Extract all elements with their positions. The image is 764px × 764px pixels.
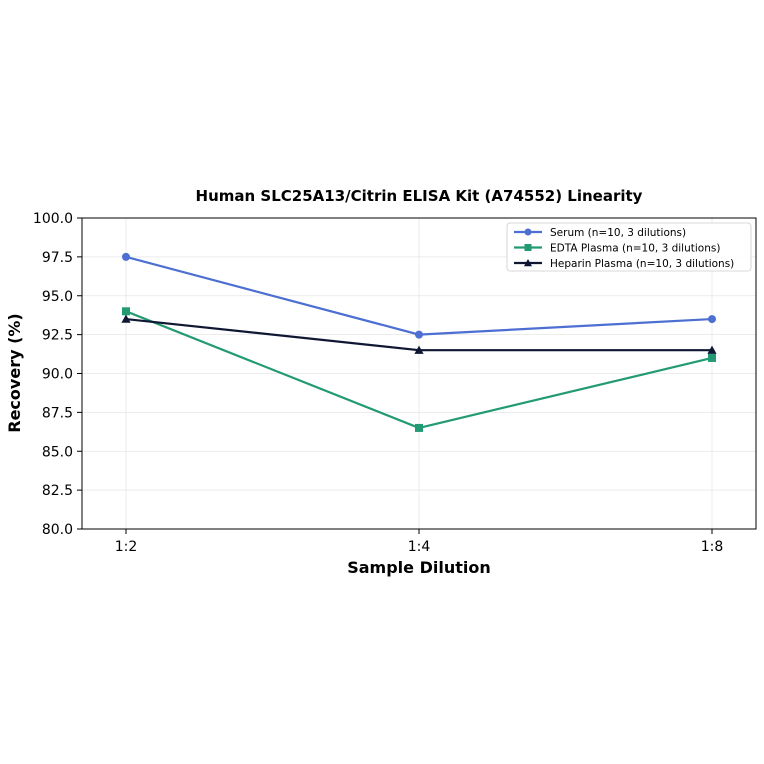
data-point bbox=[708, 353, 716, 362]
series-2 bbox=[122, 307, 716, 432]
y-tick-label: 95.0 bbox=[42, 289, 73, 305]
y-axis: 80.0 82.5 85.0 87.5 90.0 92.5 95.0 97.5 100.0 bbox=[33, 211, 82, 538]
x-tick-label: 1:2 bbox=[115, 539, 138, 555]
legend-marker bbox=[523, 258, 533, 267]
y-tick-label: 100.0 bbox=[33, 211, 73, 227]
data-point bbox=[121, 314, 131, 323]
data-point bbox=[414, 345, 424, 354]
legend-marker bbox=[524, 228, 532, 236]
y-tick-label: 80.0 bbox=[42, 522, 73, 538]
data-point bbox=[122, 307, 130, 316]
data-point bbox=[708, 315, 716, 324]
chart-title: Human SLC25A13/Citrin ELISA Kit (A74552)… bbox=[196, 187, 643, 205]
y-tick-label: 97.5 bbox=[42, 250, 73, 266]
y-tick-label: 90.0 bbox=[42, 367, 73, 383]
y-axis-label: Recovery (%) bbox=[5, 313, 24, 432]
legend-box bbox=[506, 222, 752, 272]
y-tick-label: 92.5 bbox=[42, 328, 73, 344]
legend-item: Serum (n=10, 3 dilutions) bbox=[514, 227, 686, 239]
legend: Serum (n=10, 3 dilutions) EDTA Plasma (n=… bbox=[506, 222, 752, 272]
legend-item: Heparin Plasma (n=10, 3 dilutions) bbox=[514, 258, 734, 270]
data-point bbox=[122, 252, 130, 261]
legend-label: Heparin Plasma (n=10, 3 dilutions) bbox=[550, 258, 734, 270]
series-layer bbox=[121, 252, 717, 432]
series-3 bbox=[121, 314, 717, 354]
y-tick-label: 82.5 bbox=[42, 483, 73, 499]
legend-label: Serum (n=10, 3 dilutions) bbox=[550, 227, 686, 239]
y-tick-label: 85.0 bbox=[42, 444, 73, 460]
x-axis: 1:2 1:4 1:8 bbox=[115, 529, 724, 555]
x-tick-label: 1:4 bbox=[408, 539, 431, 555]
x-axis-label: Sample Dilution bbox=[347, 558, 491, 577]
series-1 bbox=[122, 252, 716, 339]
x-tick-label: 1:8 bbox=[701, 539, 724, 555]
data-point bbox=[415, 423, 423, 432]
legend-marker bbox=[524, 244, 532, 251]
legend-item: EDTA Plasma (n=10, 3 dilutions) bbox=[514, 243, 720, 255]
legend-label: EDTA Plasma (n=10, 3 dilutions) bbox=[550, 243, 720, 255]
data-point bbox=[707, 345, 717, 354]
y-tick-label: 87.5 bbox=[42, 405, 73, 421]
data-point bbox=[415, 330, 423, 339]
